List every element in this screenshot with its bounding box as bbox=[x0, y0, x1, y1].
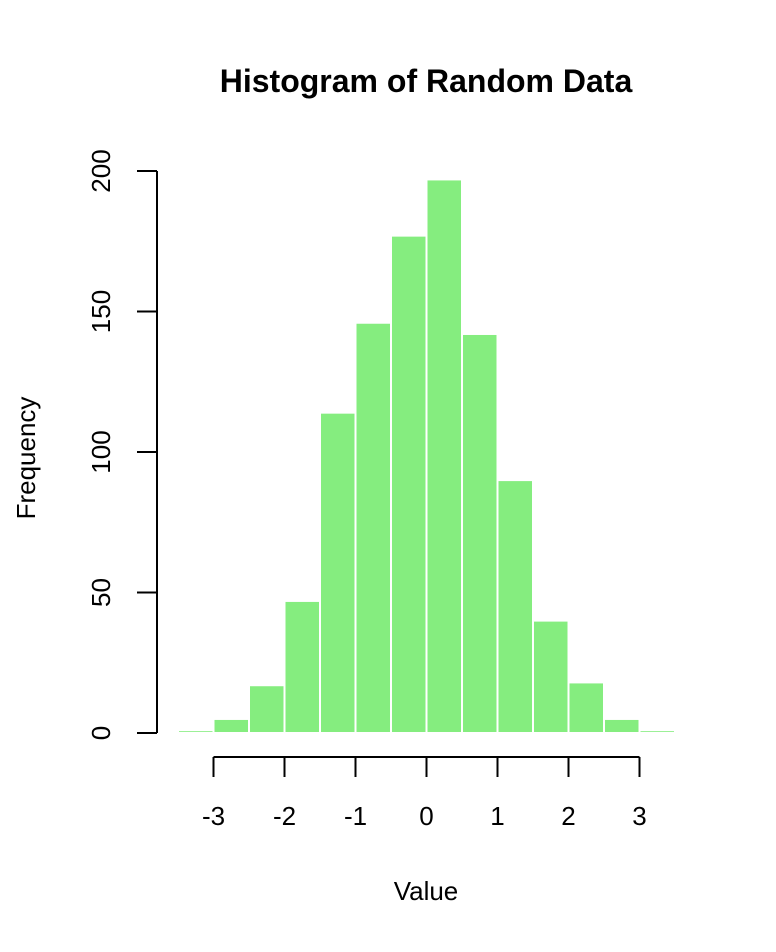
y-tick-label: 0 bbox=[86, 726, 116, 740]
histogram-bar-3 bbox=[283, 599, 321, 734]
histogram-bar-9 bbox=[496, 479, 534, 734]
histogram-bar-0 bbox=[177, 729, 215, 735]
histogram-bar-8 bbox=[461, 332, 499, 734]
histogram-bar-10 bbox=[532, 619, 570, 734]
x-tick-label: -1 bbox=[344, 801, 367, 831]
histogram-bar-13 bbox=[638, 729, 676, 735]
chart-title: Histogram of Random Data bbox=[220, 63, 633, 99]
histogram-bar-12 bbox=[603, 717, 641, 735]
y-tick-label: 150 bbox=[86, 290, 116, 333]
x-tick-label: -3 bbox=[202, 801, 225, 831]
histogram-bar-4 bbox=[319, 411, 357, 734]
y-tick-label: 200 bbox=[86, 149, 116, 192]
y-axis: 0 50 100 150 200 bbox=[86, 149, 158, 740]
y-axis-label: Frequency bbox=[11, 397, 41, 520]
histogram-bar-11 bbox=[567, 681, 605, 734]
x-axis-label: Value bbox=[394, 876, 459, 906]
x-tick-label: -2 bbox=[273, 801, 296, 831]
y-tick-label: 100 bbox=[86, 430, 116, 473]
bars-group bbox=[177, 178, 676, 735]
histogram-bar-6 bbox=[390, 234, 428, 734]
histogram-bar-7 bbox=[425, 178, 463, 734]
y-tick-label: 50 bbox=[86, 578, 116, 607]
x-axis: -3 -2 -1 0 1 2 3 bbox=[202, 756, 647, 831]
x-tick-label: 0 bbox=[419, 801, 433, 831]
x-tick-label: 3 bbox=[632, 801, 646, 831]
histogram-bar-5 bbox=[354, 321, 392, 734]
histogram-bar-2 bbox=[248, 684, 286, 734]
histogram-bar-1 bbox=[212, 717, 250, 735]
x-tick-label: 2 bbox=[561, 801, 575, 831]
x-tick-label: 1 bbox=[490, 801, 504, 831]
